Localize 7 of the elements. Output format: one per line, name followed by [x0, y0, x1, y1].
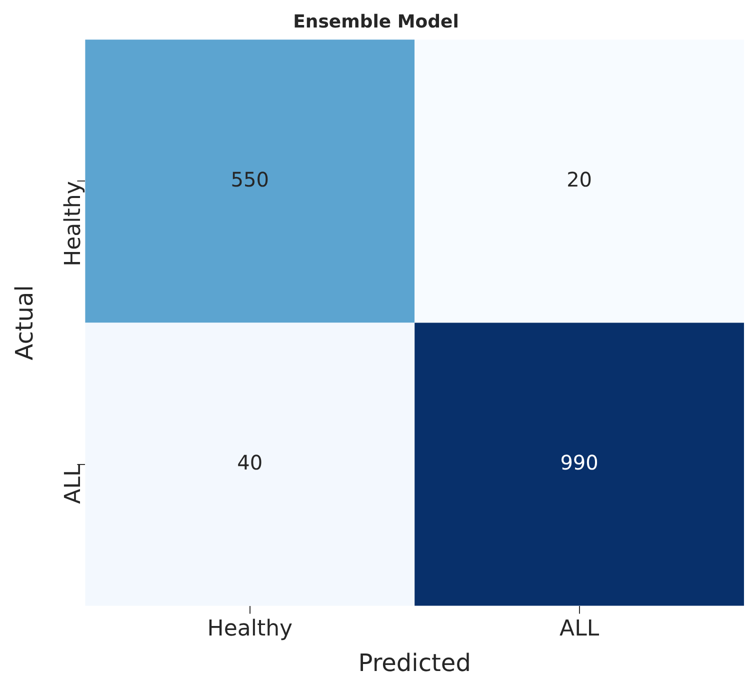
data-label: 550: [230, 167, 269, 192]
data-label: 990: [560, 450, 598, 474]
data-label: 40: [237, 450, 263, 474]
x-axis-title: Predicted: [358, 648, 471, 677]
data-label: 20: [566, 167, 592, 192]
chart-title: Ensemble Model: [293, 11, 459, 32]
y-axis-title: Actual: [10, 285, 39, 360]
